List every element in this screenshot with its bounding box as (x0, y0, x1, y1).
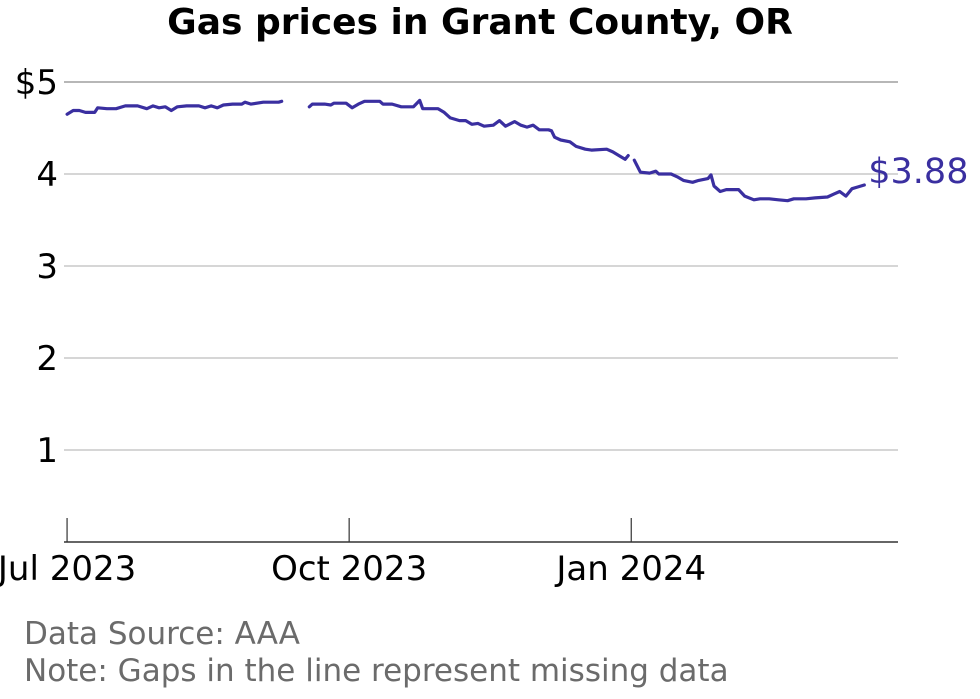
data-source-note: Data Source: AAA (24, 616, 300, 652)
x-tick-label-2: Jan 2024 (554, 549, 706, 589)
series-segment-2 (307, 98, 630, 161)
price-series (65, 98, 866, 203)
end-annotation: $3.88 (868, 152, 968, 192)
x-axis: Jul 2023 Oct 2023 Jan 2024 (0, 518, 898, 589)
missing-data-note: Note: Gaps in the line represent missing… (24, 653, 729, 689)
chart-title: Gas prices in Grant County, OR (167, 2, 793, 43)
series-segment-1 (65, 99, 284, 116)
series-segment-3 (632, 158, 866, 203)
x-tick-label-1: Oct 2023 (271, 549, 427, 589)
gridlines (64, 81, 898, 451)
y-tick-label-5: $5 (15, 63, 58, 103)
end-value-label: $3.88 (868, 152, 968, 192)
y-axis: 1 2 3 4 $5 (15, 63, 58, 471)
y-tick-label-2: 2 (36, 339, 58, 379)
y-tick-label-3: 3 (36, 247, 58, 287)
y-tick-label-4: 4 (36, 155, 58, 195)
y-tick-label-1: 1 (36, 431, 58, 471)
x-tick-label-0: Jul 2023 (0, 549, 136, 589)
